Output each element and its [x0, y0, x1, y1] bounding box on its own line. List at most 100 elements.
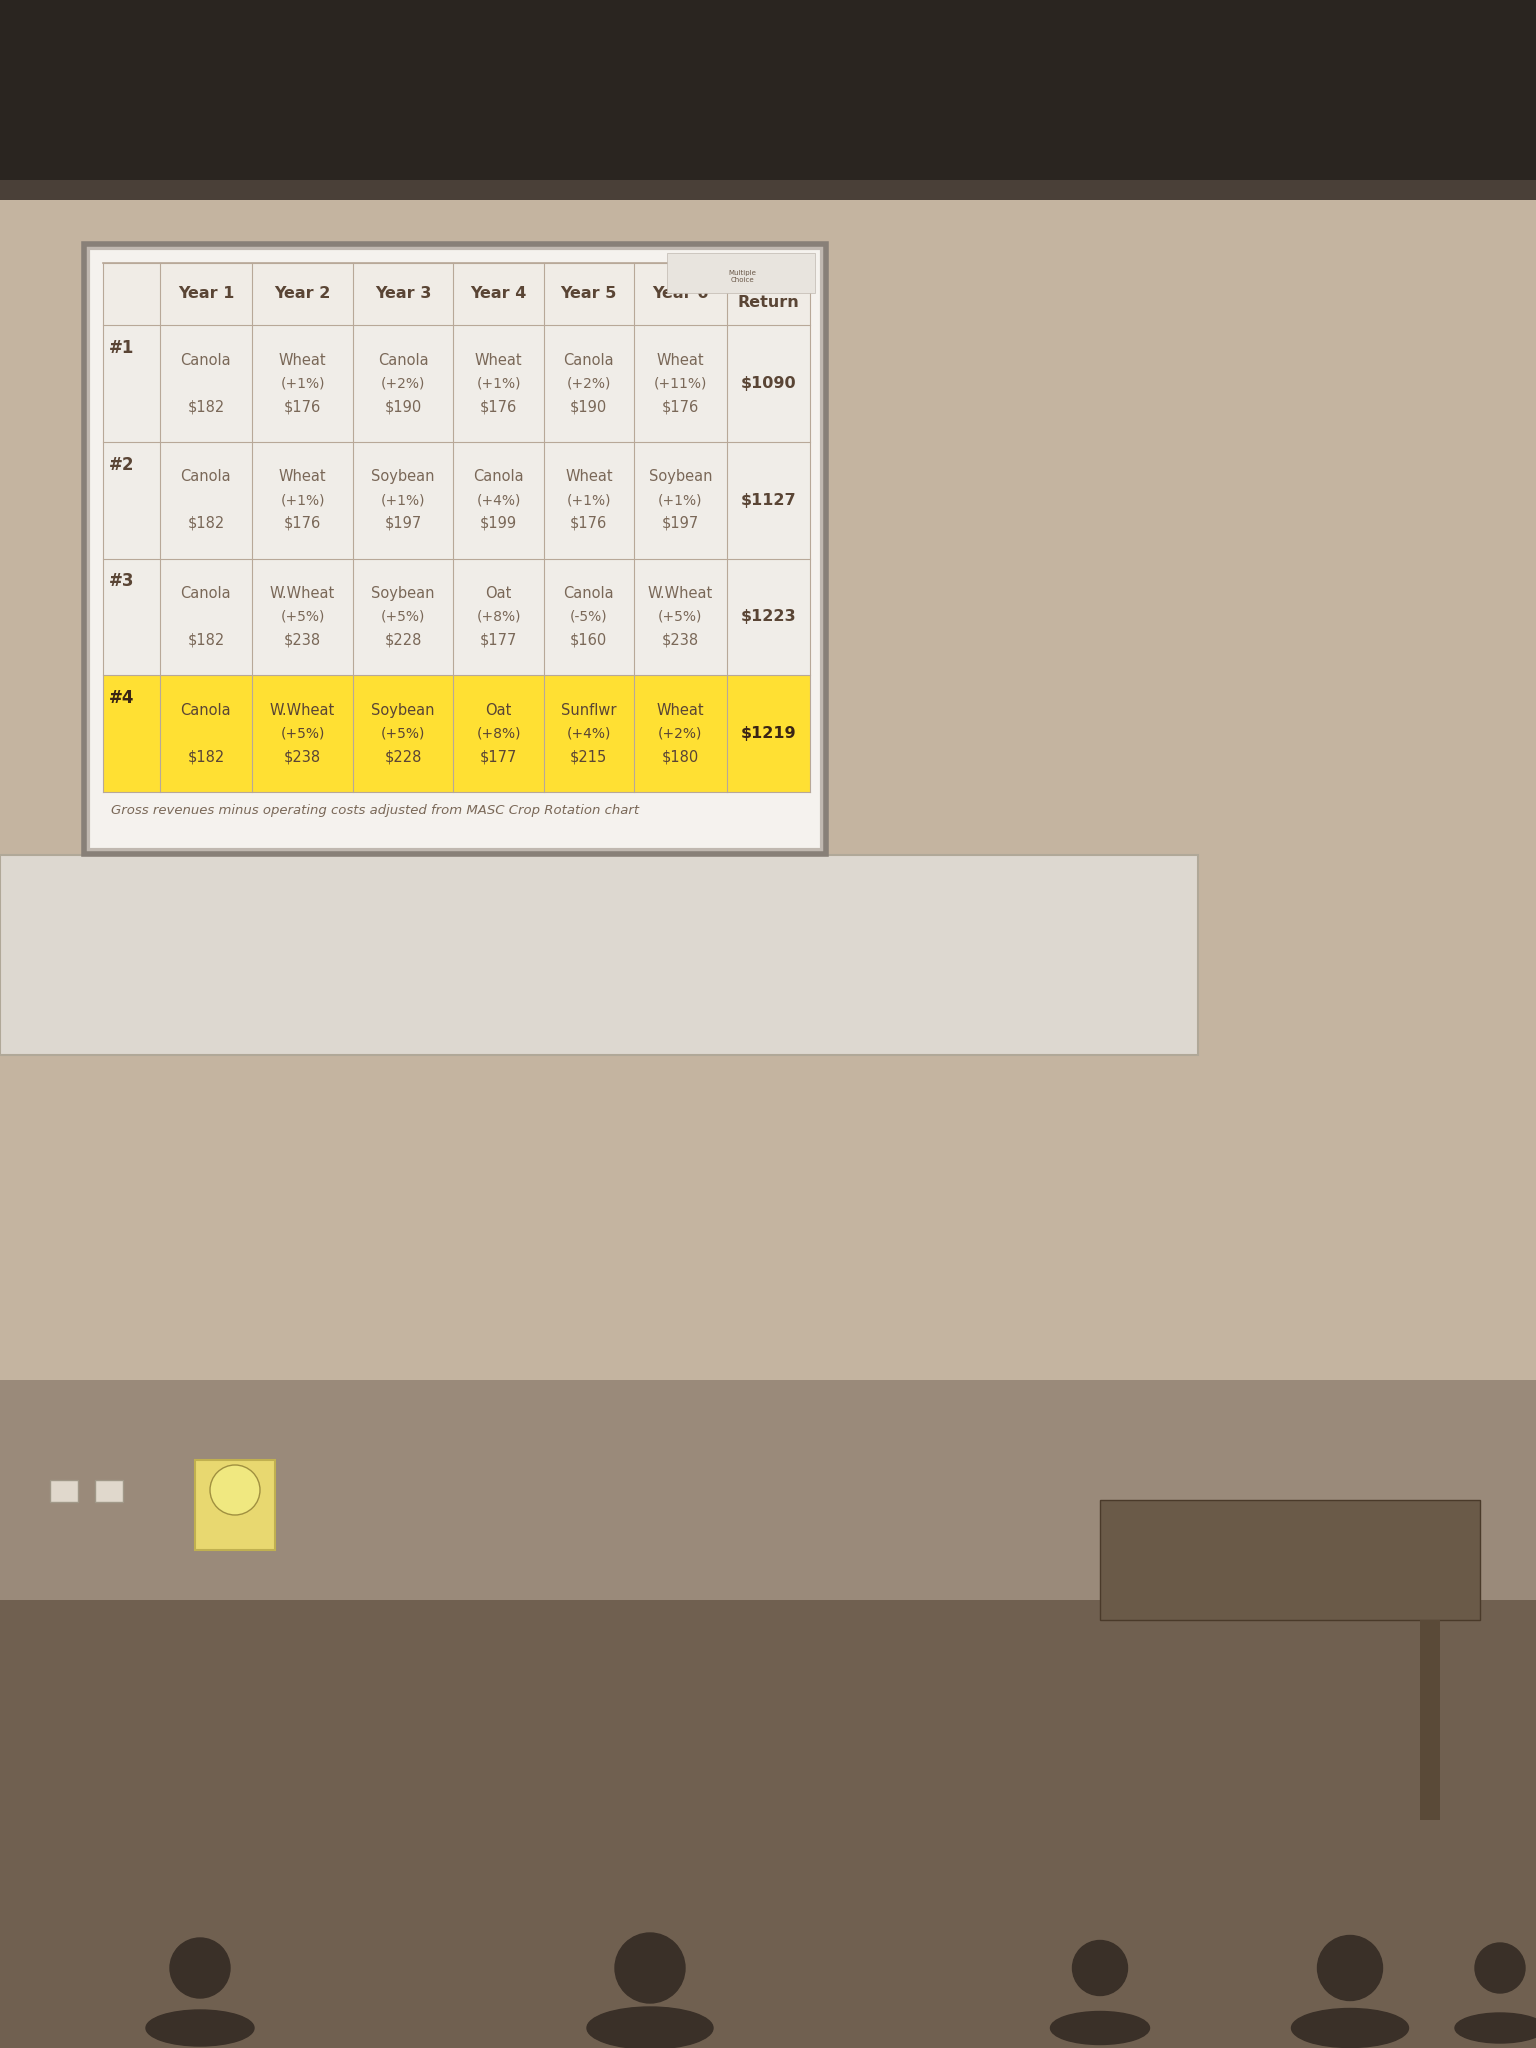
Text: Canola: Canola — [181, 352, 232, 367]
Bar — [103, 442, 809, 559]
Text: Year 1: Year 1 — [178, 287, 233, 301]
Text: (+4%): (+4%) — [476, 494, 521, 508]
Circle shape — [614, 1933, 685, 2003]
Circle shape — [1475, 1944, 1525, 1993]
Text: Year 2: Year 2 — [275, 287, 330, 301]
Text: Soybean: Soybean — [648, 469, 713, 483]
Text: (+1%): (+1%) — [280, 494, 324, 508]
Circle shape — [210, 1464, 260, 1516]
Text: (+5%): (+5%) — [381, 727, 425, 741]
Text: $197: $197 — [662, 516, 699, 530]
Text: $176: $176 — [570, 516, 608, 530]
Text: (+1%): (+1%) — [381, 494, 425, 508]
Text: Year 6: Year 6 — [653, 287, 708, 301]
Text: $180: $180 — [662, 750, 699, 764]
Ellipse shape — [1051, 2011, 1149, 2044]
Text: $238: $238 — [284, 633, 321, 647]
Text: NET
Return: NET Return — [737, 279, 799, 309]
Text: $182: $182 — [187, 399, 224, 414]
Text: $238: $238 — [284, 750, 321, 764]
Bar — [1100, 1499, 1481, 1620]
Text: Soybean: Soybean — [372, 586, 435, 600]
Bar — [0, 0, 1536, 201]
Ellipse shape — [1292, 2009, 1409, 2048]
Text: Canola: Canola — [564, 586, 614, 600]
Text: Year 5: Year 5 — [561, 287, 617, 301]
Text: $176: $176 — [479, 399, 518, 414]
Text: $182: $182 — [187, 516, 224, 530]
Text: Sunflwr: Sunflwr — [561, 702, 616, 717]
Ellipse shape — [146, 2009, 253, 2046]
Text: Year 3: Year 3 — [375, 287, 432, 301]
Bar — [51, 1481, 78, 1501]
Text: $1223: $1223 — [740, 610, 796, 625]
Circle shape — [1072, 1942, 1127, 1995]
Text: Canola: Canola — [378, 352, 429, 367]
Text: Gross revenues minus operating costs adjusted from MASC Crop Rotation chart: Gross revenues minus operating costs adj… — [111, 805, 639, 817]
Text: #4: #4 — [109, 690, 135, 707]
Ellipse shape — [587, 2007, 713, 2048]
Circle shape — [1318, 1935, 1382, 2001]
Text: Canola: Canola — [181, 702, 232, 717]
Text: (+1%): (+1%) — [280, 377, 324, 391]
Text: (+2%): (+2%) — [567, 377, 611, 391]
Text: Oat: Oat — [485, 702, 511, 717]
Text: $228: $228 — [384, 633, 422, 647]
Ellipse shape — [1455, 2013, 1536, 2044]
Text: (+5%): (+5%) — [381, 610, 425, 625]
Text: #2: #2 — [109, 457, 135, 473]
Text: $190: $190 — [570, 399, 608, 414]
Text: Soybean: Soybean — [372, 702, 435, 717]
Text: $182: $182 — [187, 633, 224, 647]
Text: (+8%): (+8%) — [476, 727, 521, 741]
Bar — [0, 180, 1536, 240]
Text: (+1%): (+1%) — [657, 494, 702, 508]
Text: (-5%): (-5%) — [570, 610, 608, 625]
Text: $215: $215 — [570, 750, 608, 764]
Text: $228: $228 — [384, 750, 422, 764]
Text: Wheat: Wheat — [565, 469, 613, 483]
Text: Wheat: Wheat — [656, 702, 703, 717]
Text: Canola: Canola — [473, 469, 524, 483]
Text: $160: $160 — [570, 633, 608, 647]
Bar — [103, 262, 809, 326]
Text: $238: $238 — [662, 633, 699, 647]
Text: (+5%): (+5%) — [281, 727, 324, 741]
Text: (+2%): (+2%) — [381, 377, 425, 391]
Bar — [0, 1599, 1536, 2048]
Bar — [103, 326, 809, 442]
Bar — [0, 854, 1198, 1055]
Text: Canola: Canola — [181, 586, 232, 600]
Text: (+4%): (+4%) — [567, 727, 611, 741]
Bar — [667, 254, 816, 293]
Bar — [195, 1460, 275, 1550]
Text: (+5%): (+5%) — [281, 610, 324, 625]
Text: #1: #1 — [109, 340, 134, 356]
Text: Canola: Canola — [564, 352, 614, 367]
Circle shape — [170, 1937, 230, 1999]
Text: $176: $176 — [662, 399, 699, 414]
Text: (+11%): (+11%) — [654, 377, 707, 391]
Text: (+1%): (+1%) — [567, 494, 611, 508]
Text: $176: $176 — [284, 516, 321, 530]
Bar — [1419, 1620, 1441, 1821]
Bar — [103, 559, 809, 676]
Text: Multiple
Choice: Multiple Choice — [728, 270, 756, 283]
Text: $1219: $1219 — [740, 727, 796, 741]
Bar — [103, 676, 809, 793]
Bar — [88, 248, 822, 850]
Text: Oat: Oat — [485, 586, 511, 600]
Text: Wheat: Wheat — [475, 352, 522, 367]
Text: (+8%): (+8%) — [476, 610, 521, 625]
Bar — [0, 1380, 1536, 2048]
Text: $197: $197 — [384, 516, 422, 530]
Text: (+2%): (+2%) — [659, 727, 702, 741]
Text: W.Wheat: W.Wheat — [648, 586, 713, 600]
Text: (+5%): (+5%) — [659, 610, 702, 625]
Text: Wheat: Wheat — [278, 352, 326, 367]
Text: $190: $190 — [384, 399, 422, 414]
Text: Soybean: Soybean — [372, 469, 435, 483]
Text: W.Wheat: W.Wheat — [270, 702, 335, 717]
Text: $1127: $1127 — [740, 494, 796, 508]
Text: $177: $177 — [479, 750, 518, 764]
